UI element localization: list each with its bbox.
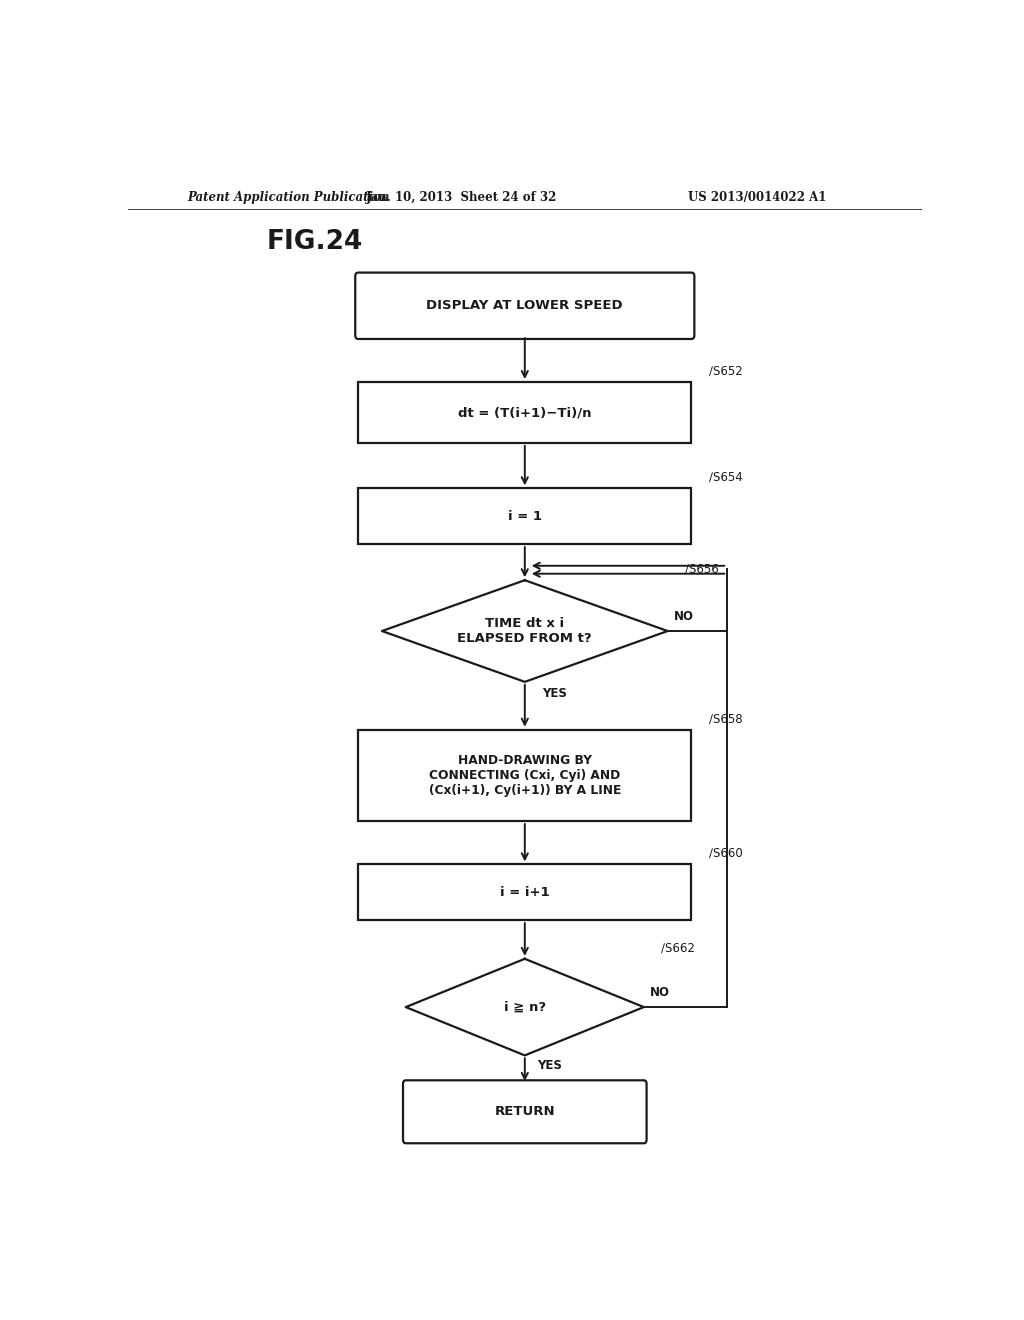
Text: ∕S654: ∕S654 xyxy=(709,471,742,484)
Text: YES: YES xyxy=(537,1060,561,1072)
Text: i ≧ n?: i ≧ n? xyxy=(504,1001,546,1014)
Text: Jan. 10, 2013  Sheet 24 of 32: Jan. 10, 2013 Sheet 24 of 32 xyxy=(366,190,557,203)
FancyBboxPatch shape xyxy=(403,1080,646,1143)
Bar xyxy=(358,865,691,920)
Text: FIG.24: FIG.24 xyxy=(267,228,364,255)
Bar xyxy=(358,488,691,544)
Text: dt = (T(i+1)−Ti)/n: dt = (T(i+1)−Ti)/n xyxy=(458,407,592,418)
Bar xyxy=(358,730,691,821)
Text: ∕S658: ∕S658 xyxy=(709,713,742,726)
Text: Patent Application Publication: Patent Application Publication xyxy=(187,190,390,203)
Text: YES: YES xyxy=(543,686,567,700)
Bar xyxy=(358,381,691,444)
FancyBboxPatch shape xyxy=(355,273,694,339)
Text: ∕S652: ∕S652 xyxy=(709,364,742,378)
Polygon shape xyxy=(406,958,644,1056)
Text: HAND-DRAWING BY
CONNECTING (Cxi, Cyi) AND
(Cx(i+1), Cy(i+1)) BY A LINE: HAND-DRAWING BY CONNECTING (Cxi, Cyi) AN… xyxy=(429,754,621,797)
Text: DISPLAY AT LOWER SPEED: DISPLAY AT LOWER SPEED xyxy=(426,300,624,313)
Text: NO: NO xyxy=(650,986,670,999)
Text: US 2013/0014022 A1: US 2013/0014022 A1 xyxy=(688,190,826,203)
Text: i = i+1: i = i+1 xyxy=(500,886,550,899)
Text: RETURN: RETURN xyxy=(495,1105,555,1118)
Text: ∕S656: ∕S656 xyxy=(685,564,719,576)
Text: ∕S660: ∕S660 xyxy=(709,847,742,861)
Text: NO: NO xyxy=(674,610,694,623)
Text: TIME dt x i
ELAPSED FROM t?: TIME dt x i ELAPSED FROM t? xyxy=(458,616,592,645)
Text: ∕S662: ∕S662 xyxy=(662,941,695,954)
Text: i = 1: i = 1 xyxy=(508,510,542,523)
Polygon shape xyxy=(382,581,668,682)
